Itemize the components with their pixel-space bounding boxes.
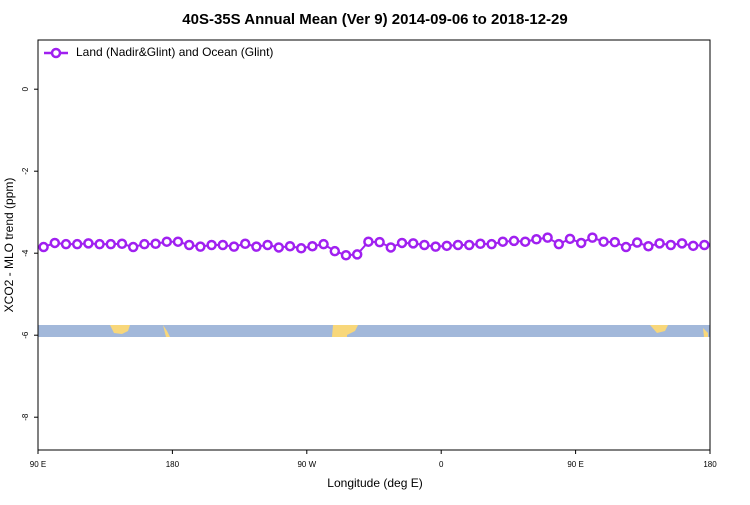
- legend-label: Land (Nadir&Glint) and Ocean (Glint): [76, 45, 273, 59]
- data-point: [239, 238, 251, 250]
- data-point: [699, 239, 710, 251]
- data-point: [127, 241, 139, 253]
- plot-frame: [37, 39, 711, 451]
- data-point: [183, 239, 195, 251]
- data-point: [620, 241, 632, 253]
- data-point: [251, 241, 262, 252]
- data-point: [531, 234, 542, 245]
- data-point: [307, 240, 318, 252]
- data-point: [385, 242, 397, 253]
- x-tick-label: 90 W: [297, 460, 316, 469]
- data-point: [329, 245, 341, 257]
- data-point: [452, 239, 464, 251]
- data-point: [172, 236, 184, 247]
- x-tick-label: 0: [439, 460, 444, 469]
- data-point: [116, 238, 128, 250]
- data-point: [676, 238, 688, 249]
- x-tick-label: 90 E: [30, 460, 46, 469]
- x-axis-label: Longitude (deg E): [327, 476, 422, 490]
- data-point: [340, 250, 352, 261]
- y-axis-label: XCO2 - MLO trend (ppm): [2, 178, 16, 313]
- data-point: [38, 241, 49, 253]
- y-tick-label: -6: [21, 331, 30, 339]
- data-point: [295, 243, 307, 254]
- y-tick-label: -4: [21, 249, 30, 257]
- data-point: [575, 237, 587, 249]
- data-point: [587, 232, 598, 243]
- data-point: [441, 240, 453, 252]
- data-point: [486, 238, 497, 250]
- data-point: [273, 242, 285, 253]
- data-point: [508, 235, 520, 247]
- data-point: [407, 238, 419, 249]
- y-tick-label: 0: [21, 86, 30, 91]
- data-point: [374, 236, 385, 248]
- data-point: [419, 239, 430, 251]
- data-point: [665, 239, 677, 251]
- data-point: [262, 239, 273, 251]
- data-point: [542, 232, 553, 243]
- data-point: [60, 238, 72, 250]
- data-point: [553, 238, 565, 250]
- chart-title: 40S-35S Annual Mean (Ver 9) 2014-09-06 t…: [182, 11, 567, 28]
- data-point: [643, 240, 654, 252]
- land: [332, 325, 358, 337]
- data-point: [228, 241, 240, 252]
- data-point: [519, 236, 531, 247]
- map-strip: [38, 325, 710, 337]
- data-point: [105, 238, 117, 250]
- land: [110, 325, 130, 334]
- data-point: [71, 238, 83, 250]
- data-point: [206, 239, 217, 251]
- data-point: [463, 239, 475, 251]
- data-point: [351, 249, 363, 260]
- data-point: [430, 241, 441, 252]
- data-point: [497, 236, 509, 247]
- data-point: [564, 233, 576, 245]
- data-point: [631, 237, 643, 248]
- data-point: [150, 238, 161, 250]
- legend-marker: [50, 47, 62, 59]
- data-point: [363, 236, 374, 247]
- data-point: [609, 236, 621, 248]
- data-point: [83, 238, 94, 249]
- y-tick-label: -2: [21, 167, 30, 175]
- data-point: [598, 236, 609, 247]
- data-point: [195, 241, 206, 252]
- data-point: [396, 237, 408, 249]
- data-point: [284, 240, 296, 252]
- data-point: [139, 238, 150, 250]
- data-point: [94, 238, 105, 250]
- y-tick-label: -8: [21, 413, 30, 421]
- x-tick-label: 90 E: [567, 460, 583, 469]
- x-tick-label: 180: [166, 460, 180, 469]
- data-point: [49, 237, 61, 249]
- data-point: [217, 239, 229, 251]
- data-point: [687, 240, 699, 252]
- ocean-band: [38, 325, 710, 337]
- x-tick-label: 180: [703, 460, 717, 469]
- land: [163, 325, 170, 337]
- land: [703, 328, 708, 337]
- data-point: [161, 236, 173, 247]
- land: [650, 325, 668, 333]
- data-point: [475, 238, 486, 250]
- data-point: [318, 238, 329, 250]
- data-point: [654, 238, 665, 249]
